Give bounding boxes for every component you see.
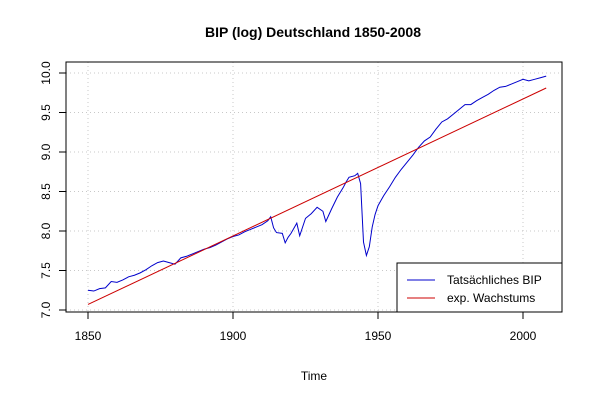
x-tick-label: 1850	[75, 329, 102, 343]
x-tick-label: 1950	[365, 329, 392, 343]
x-tick-label: 1900	[220, 329, 247, 343]
y-tick-label: 9.0	[39, 143, 53, 160]
y-tick-label: 10.0	[39, 61, 53, 85]
x-tick-label: 2000	[510, 329, 537, 343]
y-tick-label: 7.0	[39, 301, 53, 318]
chart-title: BIP (log) Deutschland 1850-2008	[205, 24, 421, 40]
legend-label-1: Tatsächliches BIP	[447, 273, 542, 287]
series-group	[87, 75, 547, 305]
y-tick-label: 8.0	[39, 222, 53, 239]
legend-box	[396, 262, 563, 313]
y-tick-label: 8.5	[39, 183, 53, 200]
y-tick-label: 7.5	[39, 262, 53, 279]
series-line-actual-gdp	[87, 75, 547, 292]
y-axis: 7.0 7.5 8.0 8.5 9.0 9.5 10.0	[39, 61, 67, 318]
legend: Tatsächliches BIP exp. Wachstums	[396, 262, 563, 313]
x-axis-label: Time	[301, 369, 328, 383]
y-tick-label: 9.5	[39, 104, 53, 121]
series-line-exp-growth	[87, 87, 547, 305]
legend-label-2: exp. Wachstums	[447, 291, 535, 305]
x-axis: 1850 1900 1950 2000	[75, 311, 537, 343]
